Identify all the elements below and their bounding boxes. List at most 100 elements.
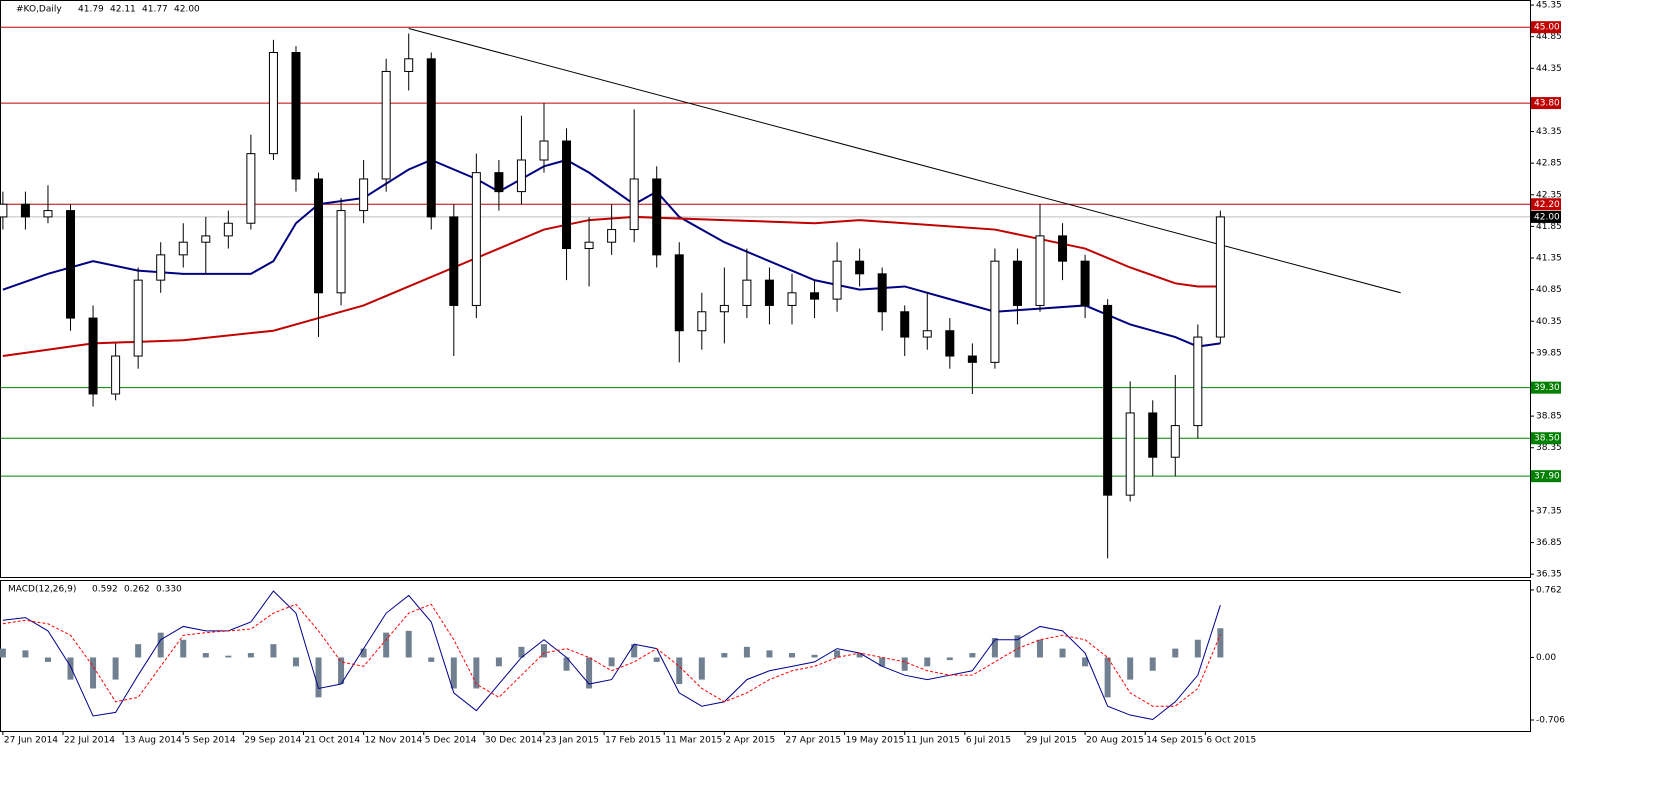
macd-histogram-bar bbox=[1059, 648, 1066, 658]
x-tick-label: 27 Apr 2015 bbox=[785, 736, 841, 746]
candle-body bbox=[359, 178, 369, 212]
macd-histogram-bar bbox=[90, 657, 97, 689]
macd-histogram-bar bbox=[969, 653, 976, 658]
macd-histogram-bar bbox=[766, 650, 773, 658]
header-value: 0.592 bbox=[92, 585, 118, 595]
macd-histogram-bar bbox=[563, 657, 570, 671]
candle-body bbox=[764, 279, 774, 306]
candle-body bbox=[1125, 412, 1135, 496]
x-tick-label: 19 May 2015 bbox=[846, 736, 905, 746]
macd-histogram-bar bbox=[991, 637, 998, 658]
macd-histogram-bar bbox=[338, 657, 345, 685]
candle-body bbox=[471, 172, 481, 306]
level-label-box bbox=[1531, 97, 1561, 110]
macd-histogram-bar bbox=[180, 639, 187, 658]
x-tick-label: 5 Sep 2014 bbox=[184, 736, 236, 746]
macd-histogram-bar bbox=[67, 657, 74, 680]
y-tick-label: 40.85 bbox=[1536, 285, 1562, 295]
candle-body bbox=[336, 210, 346, 294]
x-tick-label: 23 Jan 2015 bbox=[545, 736, 599, 746]
x-tick-label: 2 Apr 2015 bbox=[725, 736, 775, 746]
level-label-box bbox=[1531, 210, 1561, 223]
candle-body bbox=[1103, 304, 1113, 496]
macd-histogram-bar bbox=[608, 657, 615, 667]
macd-histogram-bar bbox=[788, 653, 795, 658]
header-value: 41.77 bbox=[142, 5, 168, 15]
macd-histogram-bar bbox=[856, 653, 863, 658]
macd-histogram-bar bbox=[270, 644, 277, 658]
y-tick-label: 42.85 bbox=[1536, 159, 1562, 169]
candle-body bbox=[629, 178, 639, 231]
candle-body bbox=[1035, 235, 1045, 306]
candle-body bbox=[1170, 425, 1180, 458]
trendline bbox=[408, 27, 1401, 294]
macd-histogram-bar bbox=[1149, 657, 1156, 671]
candle-body bbox=[1012, 260, 1022, 306]
macd-histogram-bar bbox=[450, 657, 457, 689]
macd-histogram-bar bbox=[1082, 657, 1089, 667]
macd-histogram-bar bbox=[1104, 657, 1111, 698]
candle-body bbox=[1080, 260, 1090, 306]
macd-histogram-bar bbox=[518, 646, 525, 658]
x-tick-label: 30 Dec 2014 bbox=[485, 736, 543, 746]
y-tick-label: 45.35 bbox=[1536, 1, 1562, 11]
candle-body bbox=[787, 292, 797, 306]
macd-histogram-bar bbox=[879, 657, 886, 667]
macd-title: MACD(12,26,9) bbox=[8, 585, 76, 595]
header-value: 42.00 bbox=[174, 5, 200, 15]
candle-body bbox=[900, 311, 910, 338]
macd-histogram-bar bbox=[405, 630, 412, 658]
macd-histogram-bar bbox=[631, 644, 638, 658]
macd-histogram-bar bbox=[743, 646, 750, 658]
header-value: 41.79 bbox=[78, 5, 104, 15]
level-label: 38.50 bbox=[1534, 434, 1560, 444]
candle-body bbox=[652, 178, 662, 256]
macd-histogram-bar bbox=[0, 648, 6, 658]
y-tick-label: 42.35 bbox=[1536, 190, 1562, 200]
candle-body bbox=[20, 203, 30, 218]
y-tick-label: 36.85 bbox=[1536, 538, 1562, 548]
macd-histogram-bar bbox=[22, 650, 29, 658]
y-tick-label: 39.85 bbox=[1536, 348, 1562, 358]
macd-histogram-bar bbox=[721, 653, 728, 658]
macd-histogram-bar bbox=[1036, 639, 1043, 658]
macd-histogram-bar bbox=[473, 657, 480, 689]
macd-histogram-bar bbox=[247, 653, 254, 658]
candle-body bbox=[426, 58, 436, 218]
y-tick-label: 0.00 bbox=[1536, 653, 1556, 663]
macd-histogram-bar bbox=[946, 657, 953, 661]
macd-histogram-bar bbox=[383, 632, 390, 658]
y-tick-label: 43.35 bbox=[1536, 127, 1562, 137]
candle-body bbox=[810, 292, 820, 300]
macd-histogram-bar bbox=[811, 654, 818, 658]
header-value: 0.330 bbox=[156, 585, 182, 595]
macd-histogram-bar bbox=[1172, 648, 1179, 658]
macd-histogram-bar bbox=[924, 657, 931, 667]
header-value: 0.262 bbox=[124, 585, 150, 595]
candle-body bbox=[66, 210, 76, 319]
main-frame bbox=[0, 0, 1531, 578]
x-tick-label: 20 Aug 2015 bbox=[1086, 736, 1144, 746]
macd-histogram-bar bbox=[698, 657, 705, 680]
macd-histogram-bar bbox=[135, 644, 142, 658]
x-tick-label: 11 Mar 2015 bbox=[665, 736, 722, 746]
candle-body bbox=[697, 311, 707, 332]
candle-body bbox=[990, 260, 1000, 363]
macd-histogram-bar bbox=[225, 655, 232, 658]
macd-histogram-bar bbox=[157, 632, 164, 658]
macd-histogram-bar bbox=[44, 657, 51, 662]
y-tick-label: 44.85 bbox=[1536, 32, 1562, 42]
candle-body bbox=[43, 210, 53, 218]
macd-histogram-bar bbox=[834, 650, 841, 658]
level-label-box bbox=[1531, 432, 1561, 445]
candle-body bbox=[291, 51, 301, 180]
macd-histogram-bar bbox=[901, 657, 908, 671]
candle-body bbox=[178, 241, 188, 256]
candle-body bbox=[201, 235, 211, 243]
macd-histogram-bar bbox=[1194, 639, 1201, 658]
x-tick-label: 17 Feb 2015 bbox=[605, 736, 661, 746]
x-tick-label: 11 Jun 2015 bbox=[906, 736, 960, 746]
level-label: 42.00 bbox=[1534, 212, 1560, 222]
macd-histogram-bar bbox=[360, 648, 367, 658]
